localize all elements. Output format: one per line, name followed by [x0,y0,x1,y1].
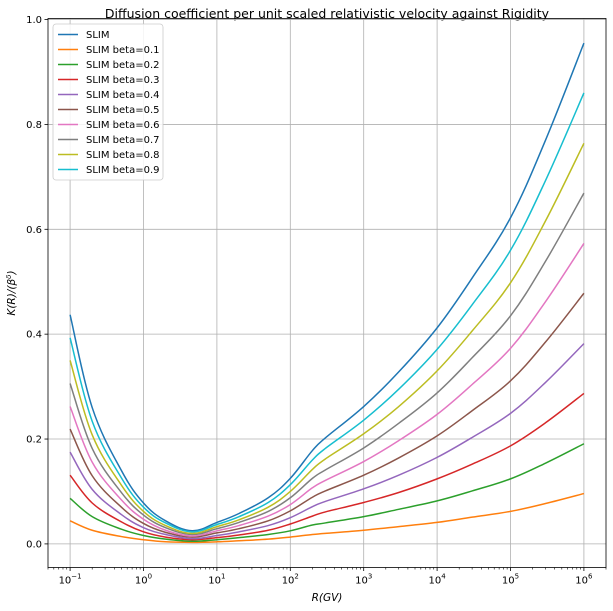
x-tick-label: 103 [355,573,372,587]
legend-label: SLIM beta=0.3 [86,75,160,86]
x-tick-label: 104 [429,573,447,587]
y-tick-label: 0.8 [26,120,42,131]
legend-box [52,23,164,181]
x-axis-label: R(GV) [312,592,343,604]
x-tick-label: 106 [575,573,593,587]
plot-series [69,42,585,544]
x-tick-label: 102 [282,573,299,587]
legend-label: SLIM beta=0.9 [86,165,160,176]
legend-label: SLIM beta=0.1 [86,45,160,56]
series-line-0 [69,42,585,532]
legend-label: SLIM beta=0.4 [86,90,160,101]
series-line-4 [69,343,585,540]
series-line-6 [69,243,585,537]
plot-frame [47,18,607,568]
legend-label: SLIM beta=0.7 [86,135,160,146]
legend: SLIM SLIM beta=0.1 SLIM beta=0.2 SLIM beta=… [52,23,164,181]
x-tick-label: 105 [502,573,519,587]
legend-label: SLIM beta=0.2 [86,60,160,71]
x-tick-label: 100 [135,573,152,587]
series-line-3 [69,392,585,541]
y-tick-label: 1.0 [26,15,42,26]
y-tick-label: 0.2 [26,435,42,446]
series-line-5 [69,292,585,538]
series-line-7 [69,192,585,536]
x-tick-label: 101 [208,573,225,587]
legend-label: SLIM beta=0.6 [86,120,160,131]
y-axis: 0.0 0.2 0.4 0.6 0.8 1.0 [26,15,48,550]
x-axis: 10−1 100 101 102 103 104 105 106 [47,567,607,587]
legend-label: SLIM beta=0.5 [86,105,160,116]
series-line-9 [69,92,585,533]
x-tick-label: 10−1 [59,573,82,587]
y-tick-label: 0.0 [26,539,42,550]
y-tick-label: 0.4 [26,330,42,341]
y-tick-label: 0.6 [26,225,42,236]
series-line-8 [69,142,585,535]
series-line-2 [69,443,585,543]
legend-label: SLIM beta=0.8 [86,150,160,161]
y-axis-label: K(R)/(βδ) [5,270,18,315]
legend-label: SLIM [86,30,110,41]
series-line-1 [69,492,585,544]
chart-title: Diffusion coefficient per unit scaled re… [105,6,550,21]
